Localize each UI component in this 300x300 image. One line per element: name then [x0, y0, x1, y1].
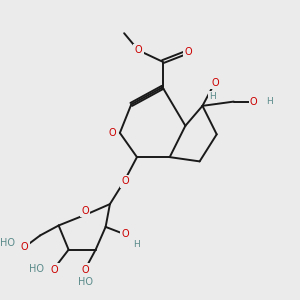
Text: O: O — [122, 176, 129, 186]
Text: H: H — [133, 240, 140, 249]
Text: O: O — [50, 265, 58, 275]
Text: O: O — [122, 229, 129, 239]
Text: O: O — [135, 45, 142, 55]
Text: HO: HO — [78, 277, 93, 287]
Text: HO: HO — [0, 238, 15, 248]
Text: O: O — [250, 97, 257, 106]
Text: O: O — [212, 78, 219, 88]
Text: O: O — [81, 206, 88, 216]
Text: H: H — [266, 97, 272, 106]
Text: H: H — [209, 92, 216, 101]
Text: O: O — [21, 242, 28, 252]
Text: O: O — [109, 128, 116, 138]
Text: O: O — [184, 47, 192, 57]
Text: O: O — [82, 265, 89, 275]
Text: HO: HO — [28, 264, 44, 274]
